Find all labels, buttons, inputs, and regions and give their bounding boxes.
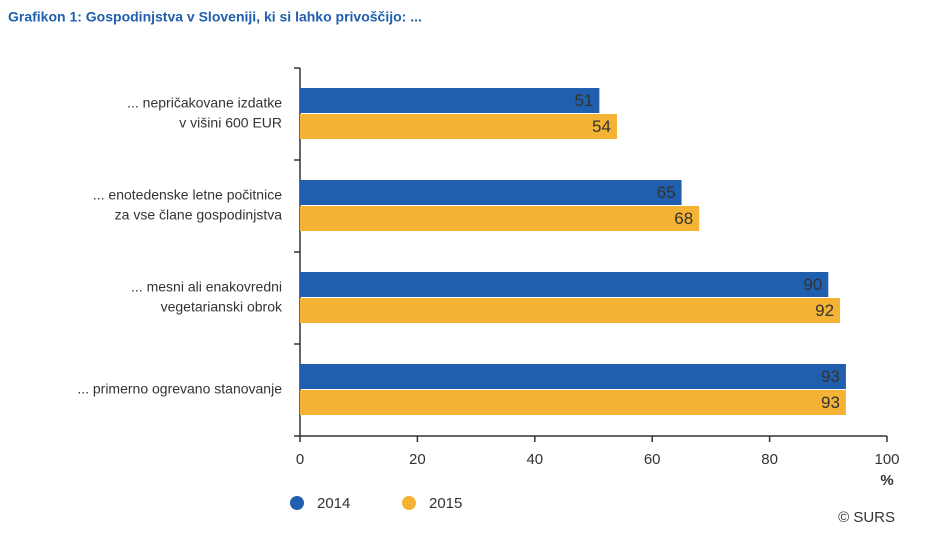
y-tick-label: ... mesni ali enakovredni [131,279,282,295]
bar [300,272,829,297]
value-label: 51 [574,91,593,110]
bar [300,206,700,231]
x-tick-label: 100 [874,451,899,468]
y-tick-label: ... enotedenske letne počitnice [93,187,282,203]
bar [300,364,846,389]
x-tick-label: 20 [409,451,426,468]
value-label: 92 [815,301,834,320]
x-tick-label: 60 [644,451,661,468]
y-tick-label: vegetarianski obrok [161,299,283,315]
bar [300,114,617,139]
legend-marker [290,496,304,510]
bar [300,88,600,113]
bar [300,180,682,205]
x-tick-label: 40 [526,451,543,468]
value-label: 54 [592,117,611,136]
bar [300,298,841,323]
chart-title: Grafikon 1: Gospodinjstva v Sloveniji, k… [8,9,422,25]
x-tick-label: 0 [296,451,304,468]
y-tick-label: ... nepričakovane izdatke [127,95,282,111]
value-label: 65 [657,183,676,202]
legend-marker [402,496,416,510]
value-label: 68 [674,209,693,228]
y-tick-label: ... primerno ogrevano stanovanje [77,381,282,397]
y-tick-label: v višini 600 EUR [179,115,282,131]
legend-label: 2015 [429,495,462,512]
bar [300,390,846,415]
value-label: 93 [821,393,840,412]
x-axis-label: % [880,472,893,489]
x-tick-label: 80 [761,451,778,468]
value-label: 90 [803,275,822,294]
legend-label: 2014 [317,495,350,512]
y-tick-label: za vse člane gospodinjstva [115,207,283,223]
value-label: 93 [821,367,840,386]
source: © SURS [838,509,895,526]
